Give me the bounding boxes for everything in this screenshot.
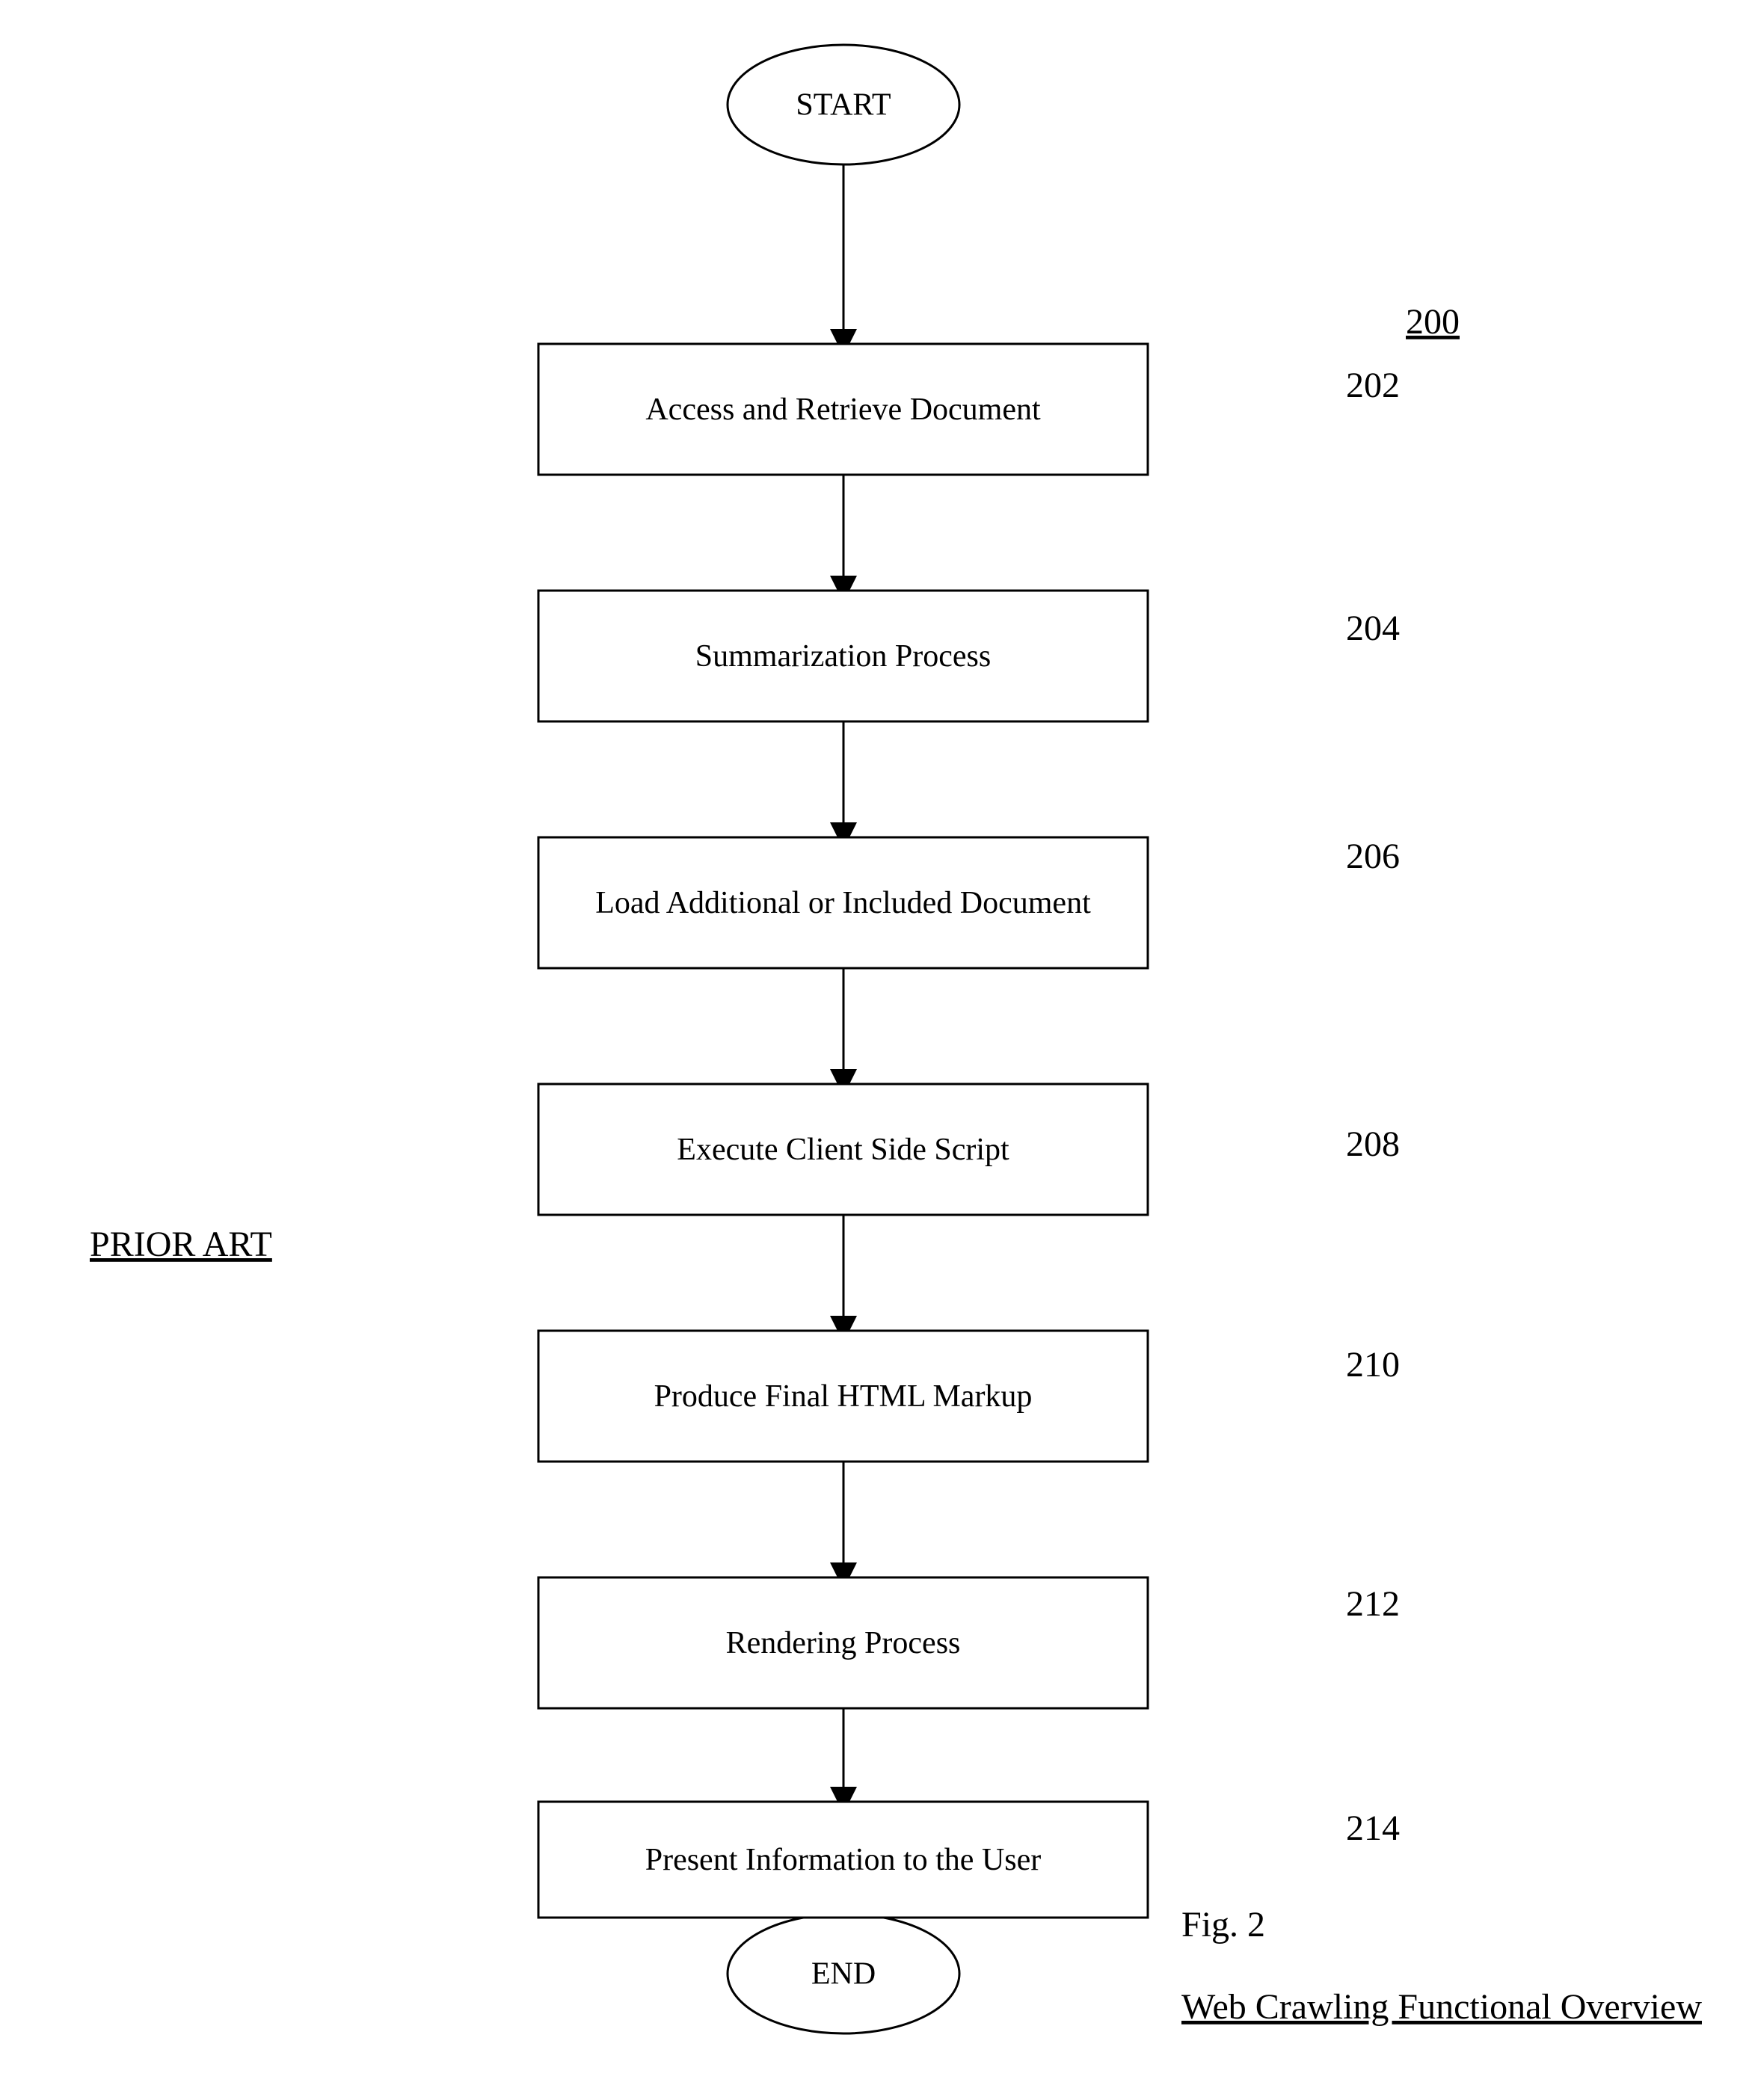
prior-art-label: PRIOR ART [90,1225,272,1264]
ref-number-202: 202 [1346,366,1400,405]
process-label-202: Access and Retrieve Document [645,392,1041,427]
figure-number: Fig. 2 [1181,1905,1265,1944]
start-label: START [796,88,891,123]
figure-title: Web Crawling Functional Overview [1181,1987,1702,2027]
end-label: END [811,1957,876,1992]
ref-number-214: 214 [1346,1808,1400,1848]
process-label-208: Execute Client Side Script [677,1133,1009,1167]
ref-number-210: 210 [1346,1345,1400,1385]
ref-number-206: 206 [1346,837,1400,876]
process-label-210: Produce Final HTML Markup [654,1379,1033,1414]
process-label-214: Present Information to the User [645,1843,1042,1877]
ref-number-204: 204 [1346,609,1400,648]
process-label-204: Summarization Process [695,639,991,674]
ref-number-212: 212 [1346,1584,1400,1624]
process-label-212: Rendering Process [726,1626,961,1660]
figure-reference-number: 200 [1406,302,1460,342]
flowchart-diagram: START END Access and Retrieve Document 202 S… [0,0,1749,2100]
ref-number-208: 208 [1346,1124,1400,1164]
process-label-206: Load Additional or Included Document [595,886,1091,920]
